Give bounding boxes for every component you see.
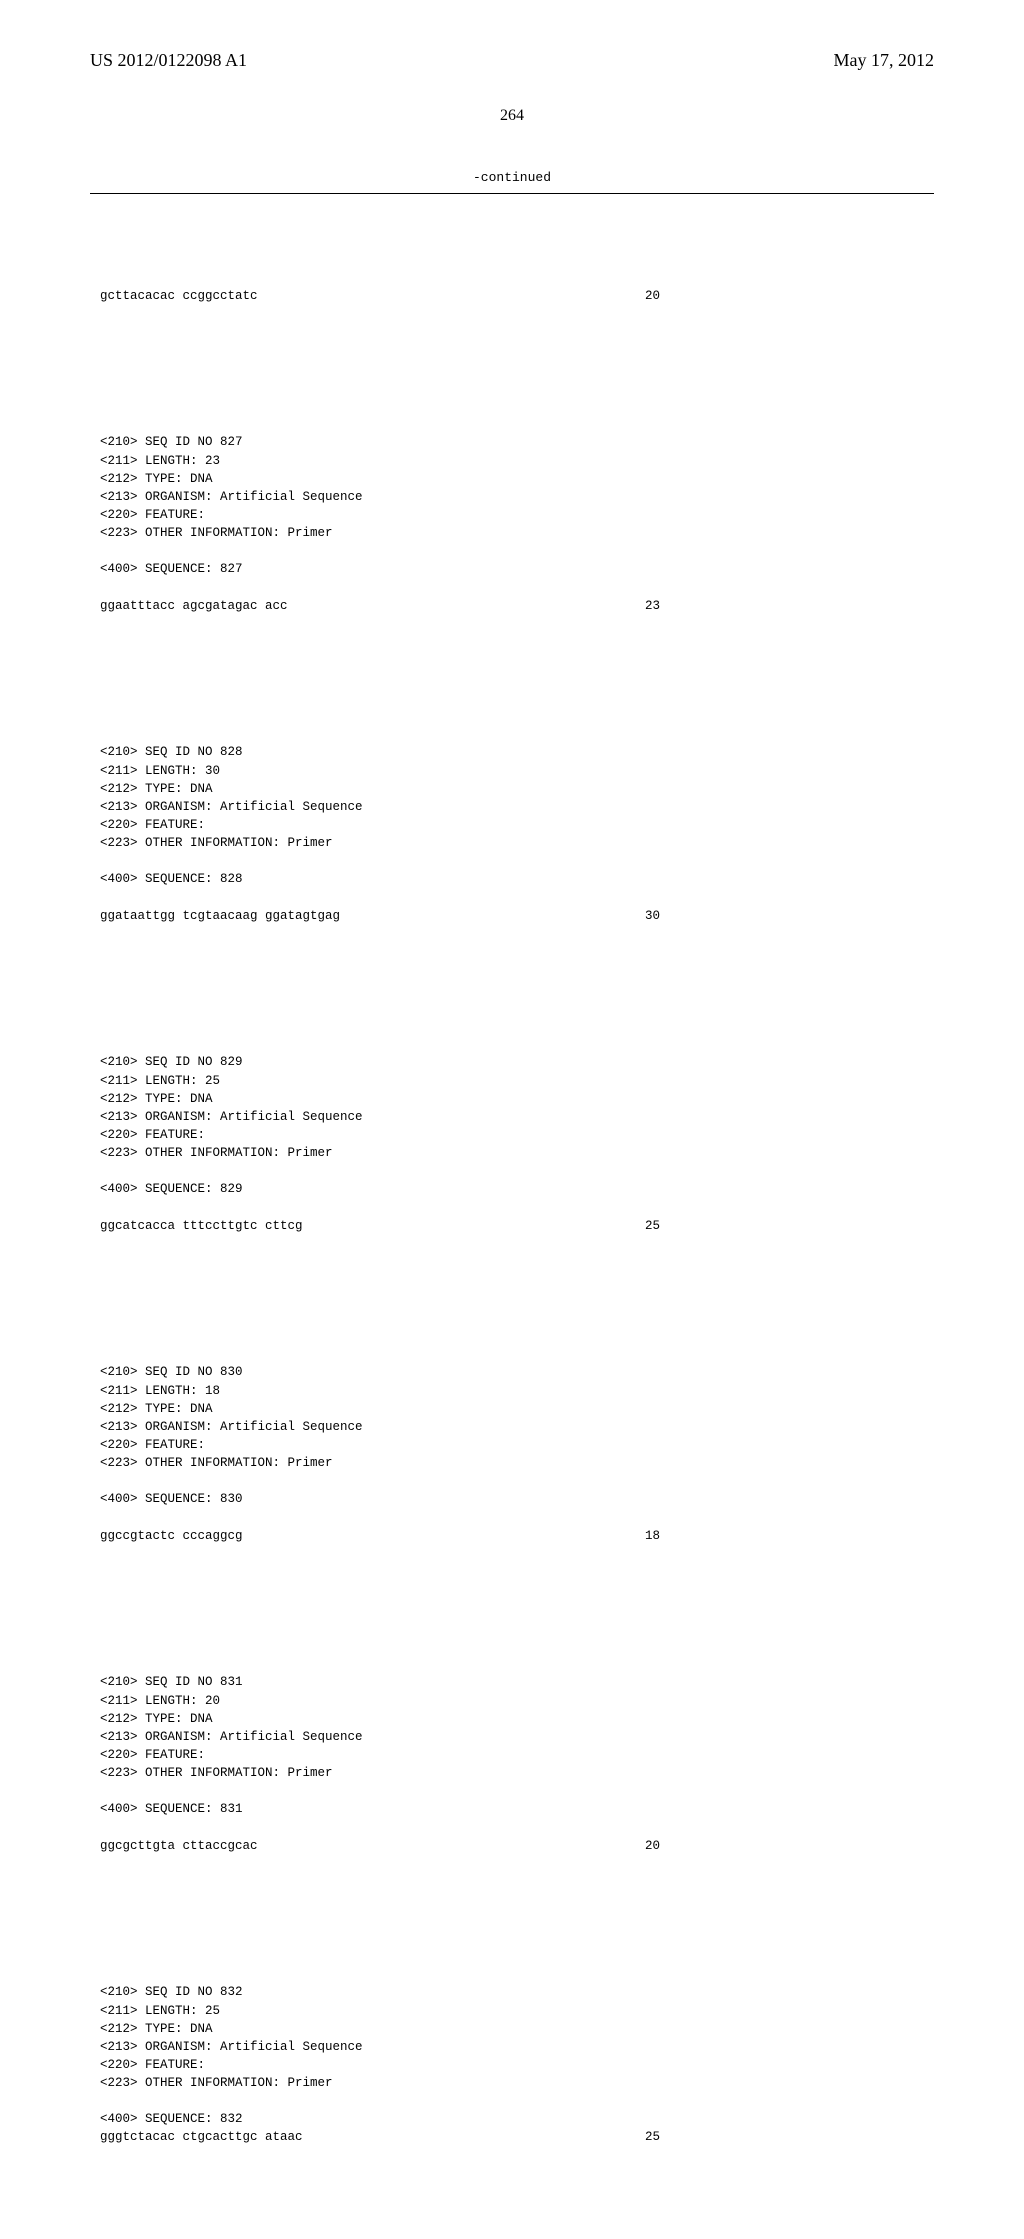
meta-line: <212> TYPE: DNA (100, 2022, 213, 2036)
sequence-row: ggcgcttgta cttaccgcac 20 (100, 1837, 660, 1855)
meta-line: <223> OTHER INFORMATION: Primer (100, 836, 333, 850)
meta-line: <223> OTHER INFORMATION: Primer (100, 2076, 333, 2090)
sequence-row: ggcatcacca tttccttgtc cttcg 25 (100, 1217, 660, 1235)
meta-line: <210> SEQ ID NO 830 (100, 1365, 243, 1379)
sequence-entry: <210> SEQ ID NO 827 <211> LENGTH: 23 <21… (100, 415, 934, 651)
meta-line: <220> FEATURE: (100, 508, 205, 522)
meta-line: <213> ORGANISM: Artificial Sequence (100, 2040, 363, 2054)
meta-line: <210> SEQ ID NO 828 (100, 745, 243, 759)
page-number: 264 (90, 107, 934, 125)
sequence-text: ggataattgg tcgtaacaag ggatagtgag (100, 907, 340, 925)
meta-line: <211> LENGTH: 30 (100, 764, 220, 778)
sequence-label: <400> SEQUENCE: 831 (100, 1802, 243, 1816)
sequence-entry: <210> SEQ ID NO 829 <211> LENGTH: 25 <21… (100, 1035, 934, 1271)
sequence-text: ggaatttacc agcgatagac acc (100, 597, 288, 615)
meta-line: <220> FEATURE: (100, 818, 205, 832)
meta-line: <220> FEATURE: (100, 1128, 205, 1142)
meta-line: <212> TYPE: DNA (100, 1402, 213, 1416)
meta-line: <213> ORGANISM: Artificial Sequence (100, 1730, 363, 1744)
meta-line: <211> LENGTH: 18 (100, 1384, 220, 1398)
page-header: US 2012/0122098 A1 May 17, 2012 (90, 50, 934, 71)
sequence-text: gcttacacac ccggcctatc (100, 287, 258, 305)
sequence-entry: <210> SEQ ID NO 832 <211> LENGTH: 25 <21… (100, 1965, 934, 2183)
divider-top (90, 193, 934, 194)
sequence-label: <400> SEQUENCE: 827 (100, 562, 243, 576)
meta-line: <212> TYPE: DNA (100, 1092, 213, 1106)
meta-line: <210> SEQ ID NO 827 (100, 435, 243, 449)
meta-line: <212> TYPE: DNA (100, 782, 213, 796)
sequence-entry: gcttacacac ccggcctatc 20 (100, 250, 934, 341)
sequence-row: gcttacacac ccggcctatc 20 (100, 287, 660, 305)
meta-line: <220> FEATURE: (100, 1748, 205, 1762)
meta-line: <212> TYPE: DNA (100, 472, 213, 486)
sequence-row: gggtctacac ctgcacttgc ataac 25 (100, 2128, 660, 2146)
page-container: US 2012/0122098 A1 May 17, 2012 264 -con… (0, 0, 1024, 1320)
sequence-row: ggaatttacc agcgatagac acc 23 (100, 597, 660, 615)
meta-line: <213> ORGANISM: Artificial Sequence (100, 800, 363, 814)
meta-line: <223> OTHER INFORMATION: Primer (100, 1456, 333, 1470)
meta-line: <220> FEATURE: (100, 1438, 205, 1452)
meta-line: <220> FEATURE: (100, 2058, 205, 2072)
sequence-label: <400> SEQUENCE: 832 (100, 2112, 243, 2126)
sequence-label: <400> SEQUENCE: 829 (100, 1182, 243, 1196)
sequence-text: gggtctacac ctgcacttgc ataac (100, 2128, 303, 2146)
sequence-length: 20 (645, 1837, 660, 1855)
meta-line: <223> OTHER INFORMATION: Primer (100, 526, 333, 540)
sequence-label: <400> SEQUENCE: 830 (100, 1492, 243, 1506)
meta-line: <211> LENGTH: 25 (100, 1074, 220, 1088)
sequence-text: ggccgtactc cccaggcg (100, 1527, 243, 1545)
meta-line: <223> OTHER INFORMATION: Primer (100, 1766, 333, 1780)
meta-line: <210> SEQ ID NO 832 (100, 1985, 243, 1999)
sequence-row: ggataattgg tcgtaacaag ggatagtgag 30 (100, 907, 660, 925)
continued-label: -continued (90, 170, 934, 185)
sequence-length: 25 (645, 2128, 660, 2146)
meta-line: <223> OTHER INFORMATION: Primer (100, 1146, 333, 1160)
sequence-length: 30 (645, 907, 660, 925)
publication-number: US 2012/0122098 A1 (90, 50, 247, 71)
sequence-listing: gcttacacac ccggcctatc 20 <210> SEQ ID NO… (90, 214, 934, 2239)
sequence-length: 18 (645, 1527, 660, 1545)
sequence-length: 25 (645, 1217, 660, 1235)
sequence-entry: <210> SEQ ID NO 831 <211> LENGTH: 20 <21… (100, 1655, 934, 1891)
meta-line: <213> ORGANISM: Artificial Sequence (100, 1110, 363, 1124)
publication-date: May 17, 2012 (834, 50, 935, 71)
meta-line: <212> TYPE: DNA (100, 1712, 213, 1726)
sequence-text: ggcatcacca tttccttgtc cttcg (100, 1217, 303, 1235)
sequence-length: 23 (645, 597, 660, 615)
sequence-length: 20 (645, 287, 660, 305)
sequence-entry: <210> SEQ ID NO 828 <211> LENGTH: 30 <21… (100, 725, 934, 961)
meta-line: <210> SEQ ID NO 831 (100, 1675, 243, 1689)
sequence-label: <400> SEQUENCE: 828 (100, 872, 243, 886)
meta-line: <213> ORGANISM: Artificial Sequence (100, 490, 363, 504)
meta-line: <213> ORGANISM: Artificial Sequence (100, 1420, 363, 1434)
meta-line: <211> LENGTH: 25 (100, 2004, 220, 2018)
meta-line: <211> LENGTH: 23 (100, 454, 220, 468)
meta-line: <210> SEQ ID NO 829 (100, 1055, 243, 1069)
sequence-row: ggccgtactc cccaggcg 18 (100, 1527, 660, 1545)
sequence-entry: <210> SEQ ID NO 830 <211> LENGTH: 18 <21… (100, 1345, 934, 1581)
meta-line: <211> LENGTH: 20 (100, 1694, 220, 1708)
sequence-text: ggcgcttgta cttaccgcac (100, 1837, 258, 1855)
